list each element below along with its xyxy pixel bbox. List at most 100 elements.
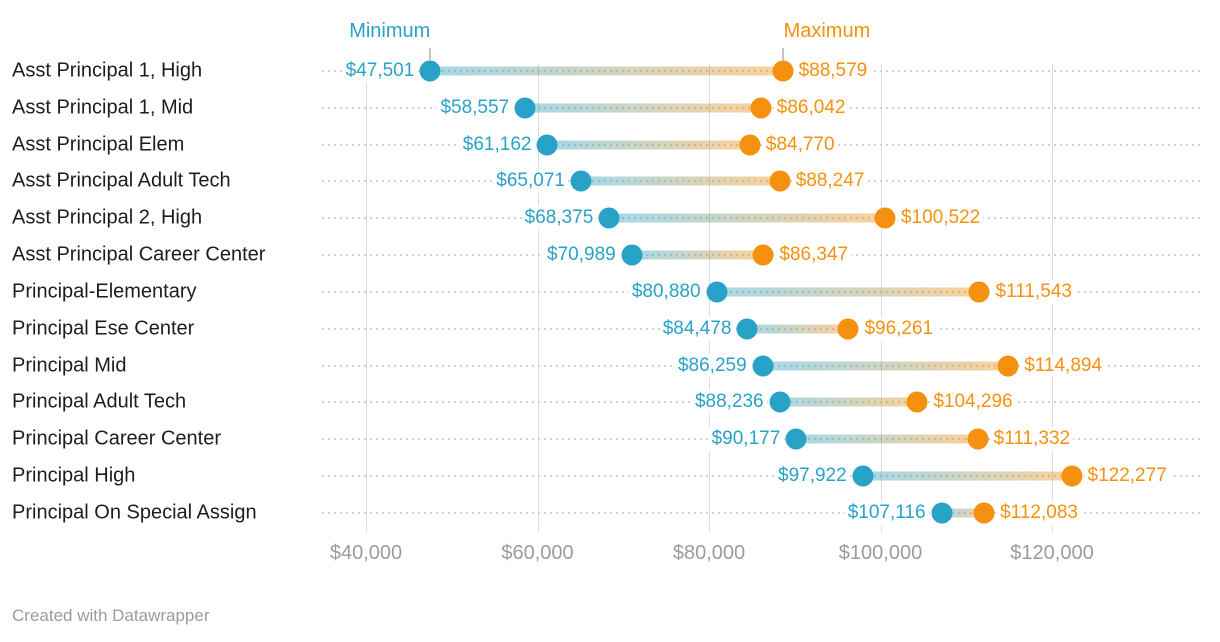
range-bar (762, 361, 1009, 371)
range-bar (631, 250, 764, 260)
maximum-value-label: $104,296 (930, 390, 1016, 415)
maximum-value-label: $122,277 (1084, 464, 1170, 489)
row-dotted-guideline (322, 143, 1202, 146)
minimum-value-label: $90,177 (708, 427, 784, 452)
maximum-dot (906, 391, 928, 413)
x-gridline (880, 64, 882, 532)
legend-minimum-label: Minimum (349, 20, 431, 42)
row-dotted-guideline (322, 290, 1202, 293)
legend-maximum-tick (781, 48, 784, 61)
maximum-dot (837, 318, 859, 340)
category-label: Asst Principal 1, High (12, 59, 203, 82)
range-bar (941, 508, 985, 518)
maximum-value-label: $86,347 (776, 243, 852, 268)
minimum-value-label: $70,989 (544, 243, 619, 268)
maximum-dot (752, 244, 774, 266)
maximum-value-label: $100,522 (897, 206, 984, 231)
range-bar (547, 140, 750, 150)
row-dotted-guideline (322, 70, 1202, 72)
minimum-dot (752, 355, 774, 377)
x-axis-tick-label: $40,000 (329, 542, 403, 564)
minimum-value-label: $68,375 (521, 206, 597, 231)
datawrapper-attribution-link[interactable]: Created with Datawrapper (12, 606, 210, 625)
range-bar (796, 434, 978, 444)
minimum-dot (785, 428, 807, 450)
maximum-value-label: $112,083 (997, 501, 1081, 525)
x-gridline (366, 64, 367, 532)
maximum-dot (772, 60, 794, 82)
category-label: Principal Ese Center (12, 317, 195, 340)
minimum-value-label: $88,236 (691, 390, 767, 415)
range-bar (862, 471, 1072, 481)
minimum-value-label: $61,162 (459, 132, 535, 157)
category-label: Principal Mid (12, 354, 127, 377)
maximum-dot (973, 502, 995, 524)
maximum-value-label: $114,894 (1021, 353, 1106, 378)
maximum-dot (967, 428, 989, 450)
maximum-value-label: $86,042 (773, 95, 849, 120)
minimum-dot (598, 207, 620, 229)
category-label: Principal On Special Assign (12, 501, 257, 524)
minimum-dot (514, 97, 536, 119)
x-axis-tick-label: $120,000 (1010, 542, 1094, 564)
category-label: Asst Principal Career Center (12, 243, 266, 266)
x-axis-tick-label: $80,000 (672, 542, 746, 564)
category-label: Principal Career Center (12, 427, 221, 450)
range-bar (609, 213, 885, 223)
minimum-dot (570, 170, 592, 192)
category-label: Asst Principal Elem (12, 133, 185, 156)
minimum-value-label: $107,116 (844, 501, 929, 525)
minimum-dot (931, 502, 953, 524)
maximum-value-label: $88,579 (795, 59, 871, 83)
category-label: Principal Adult Tech (12, 390, 187, 413)
minimum-dot (769, 391, 791, 413)
minimum-dot (852, 465, 874, 487)
x-gridline (537, 64, 539, 532)
maximum-dot (739, 134, 761, 156)
maximum-value-label: $111,332 (990, 427, 1074, 452)
minimum-value-label: $86,259 (674, 353, 750, 378)
maximum-value-label: $84,770 (762, 132, 838, 157)
category-label: Asst Principal 1, Mid (12, 96, 194, 119)
minimum-value-label: $80,880 (628, 280, 704, 304)
maximum-value-label: $96,261 (861, 316, 937, 341)
range-bar (580, 176, 780, 186)
maximum-dot (997, 355, 1019, 377)
x-axis-tick-label: $60,000 (501, 542, 574, 564)
maximum-dot (874, 207, 896, 229)
legend-minimum-tick (429, 48, 432, 61)
minimum-dot (706, 281, 728, 303)
row-dotted-guideline (322, 327, 1202, 330)
category-label: Principal High (12, 464, 136, 487)
maximum-dot (968, 281, 990, 303)
x-axis-tick-label: $100,000 (838, 542, 923, 564)
category-label: Asst Principal 2, High (12, 206, 203, 229)
range-bar (525, 103, 761, 113)
legend-maximum-label: Maximum (783, 20, 871, 42)
minimum-value-label: $58,557 (437, 95, 513, 120)
minimum-value-label: $47,501 (342, 59, 418, 83)
maximum-value-label: $111,543 (992, 280, 1075, 304)
minimum-value-label: $97,922 (775, 464, 850, 489)
maximum-dot (769, 170, 791, 192)
row-dotted-guideline (322, 180, 1202, 183)
minimum-value-label: $84,478 (659, 316, 735, 341)
category-label: Asst Principal Adult Tech (12, 169, 231, 192)
range-bar (747, 324, 849, 334)
minimum-dot (536, 134, 558, 156)
minimum-dot (419, 60, 441, 82)
row-dotted-guideline (322, 511, 1202, 514)
row-dotted-guideline (322, 475, 1202, 478)
range-bar (430, 66, 783, 76)
row-dotted-guideline (322, 217, 1202, 220)
minimum-dot (736, 318, 758, 340)
minimum-value-label: $65,071 (493, 169, 568, 194)
range-bar (716, 287, 980, 297)
maximum-dot (1061, 465, 1083, 487)
category-label: Principal-Elementary (12, 280, 197, 303)
range-bar (779, 397, 918, 407)
maximum-dot (750, 97, 772, 119)
maximum-value-label: $88,247 (792, 169, 868, 194)
minimum-dot (621, 244, 643, 266)
